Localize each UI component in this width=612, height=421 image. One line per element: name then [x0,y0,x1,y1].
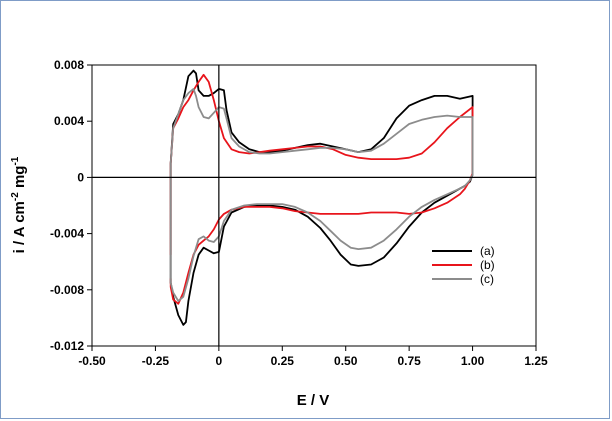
x-tick-label: -0.25 [142,354,170,368]
plot-area [169,69,474,326]
y-tick-label: -0.008 [50,283,84,297]
x-tick-label: 0 [216,354,223,368]
y-axis-title-superscript-1: -2 [10,192,21,201]
axes: -0.50 -0.25 0 0.25 0.50 0.75 1.00 1.25 0.008 0.00… [50,58,548,368]
y-tick-label: -0.012 [50,339,84,353]
y-axis-title-superscript-2: -1 [10,156,21,165]
plot-frame [91,64,537,347]
legend-label: (c) [480,272,494,286]
x-tick-label: -0.50 [78,354,106,368]
legend-label: (a) [480,244,495,258]
y-tick-label: -0.004 [50,227,84,241]
y-axis-title-part-2: mg [11,166,28,193]
legend: (a)(b)(c) [432,244,495,286]
x-axis-title: E / V [297,392,330,409]
y-axis-title: i / A cm-2 mg-1 [10,156,28,253]
x-tick-label: 0.25 [271,354,295,368]
y-tick-label: 0.004 [54,114,84,128]
series-line-c [169,88,474,302]
x-tick-label: 0.50 [334,354,358,368]
y-tick-label: 0 [77,170,84,184]
y-tick-label: 0.008 [54,58,84,72]
legend-label: (b) [480,258,495,272]
x-tick-label: 1.25 [524,354,548,368]
x-tick-label: 1.00 [461,354,485,368]
y-axis-title-part-1: i / A cm [11,201,28,253]
x-tick-label: 0.75 [397,354,421,368]
